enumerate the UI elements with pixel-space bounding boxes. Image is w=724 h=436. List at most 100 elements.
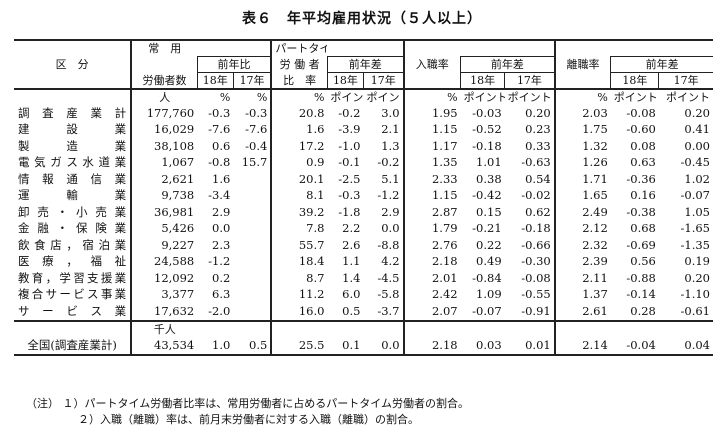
cell-hire-18: -0.42 (472, 188, 502, 203)
cell-ratio-18: 2.9 (212, 204, 231, 219)
cell-hire-17: 0.54 (525, 171, 551, 186)
national-sep: 2.14 (553, 336, 611, 356)
cell-workers: 12,092 (130, 270, 198, 287)
cell-name: 運輸業 (18, 188, 127, 203)
unit-pct: % (270, 89, 328, 105)
cell-sep-17: 0.41 (684, 122, 710, 137)
cell-sep: 2.32 (553, 237, 611, 254)
cell-parttime-17: 4.2 (381, 254, 400, 269)
cell-hire-18: 1.01 (476, 155, 502, 170)
cell-ratio-17: -0.3 (245, 105, 268, 120)
cell-sep-17: -0.61 (680, 303, 711, 318)
cell-parttime-17: -8.8 (377, 237, 400, 252)
cell-ratio-18: 0.6 (212, 138, 231, 153)
cell-ratio-18: -0.8 (208, 155, 231, 170)
cell-name: 医療，福祉 (18, 254, 127, 269)
cell-parttime-18: 2.6 (342, 237, 361, 252)
table-row: 建設業 16,029 -7.6 -7.6 1.6 -3.9 2.1 1.15 -0.52 0.23… (14, 121, 713, 138)
unit-point: ポイント (366, 91, 403, 104)
cell-hire-18: -0.07 (472, 303, 502, 318)
header-yoy-diff-hire: 前年差 (460, 56, 555, 73)
cell-sep: 1.65 (553, 187, 611, 204)
cell-hire-18: -0.84 (472, 270, 502, 285)
cell-hire-18: -0.18 (472, 138, 502, 153)
cell-workers: 38,108 (130, 138, 198, 155)
cell-workers: 9,227 (130, 237, 198, 254)
cell-workers: 177,760 (130, 105, 198, 122)
cell-hire-18: 0.15 (476, 204, 502, 219)
cell-name: 複合サービス事業 (18, 287, 127, 302)
cell-name: 教育，学習支援業 (18, 270, 127, 285)
national-hire-18: 0.03 (460, 336, 505, 356)
note-1: １）パートタイム労働者比率は、常用労働者に占めるパートタイム労働者の割合。 (62, 397, 470, 410)
cell-parttime-17: -4.5 (377, 270, 400, 285)
header-y17: 17年 (658, 72, 713, 90)
cell-hire-18: 1.09 (476, 287, 502, 302)
cell-parttime-18: 2.2 (342, 221, 361, 236)
cell-parttime-17: -5.8 (377, 287, 400, 302)
cell-hire-17: -0.08 (521, 270, 551, 285)
notes: （注） １）パートタイム労働者比率は、常用労働者に占めるパートタイム労働者の割合… (26, 396, 469, 428)
cell-parttime: 7.8 (270, 220, 328, 237)
cell-parttime: 0.9 (270, 154, 328, 171)
cell-ratio-17 (233, 287, 271, 304)
national-workers: 43,534 (130, 336, 198, 356)
unit-point: ポイント (613, 91, 658, 104)
cell-sep: 1.75 (553, 121, 611, 138)
cell-parttime-18: -1.8 (338, 204, 361, 219)
unit-point: ポイント (507, 91, 552, 104)
cell-workers: 16,029 (130, 121, 198, 138)
cell-sep-17: -1.65 (680, 221, 711, 236)
cell-ratio-18: 6.3 (212, 287, 231, 302)
cell-ratio-18: -3.4 (208, 188, 231, 203)
national-parttime-17: 0.0 (363, 336, 404, 356)
cell-sep: 1.32 (553, 138, 611, 155)
header-y17: 17年 (504, 72, 555, 90)
cell-name: 飲食店，宿泊業 (18, 237, 127, 252)
cell-parttime-18: 6.0 (342, 287, 361, 302)
cell-sep-17: 0.20 (684, 270, 710, 285)
cell-name: 金融・保険業 (18, 221, 127, 236)
header-industry: 区 分 (14, 39, 132, 90)
cell-sep: 2.11 (553, 270, 611, 287)
national-ratio-18: 1.0 (197, 336, 234, 356)
cell-sep-18: 0.63 (630, 155, 656, 170)
cell-ratio-17 (233, 188, 271, 205)
cell-parttime: 18.4 (270, 253, 328, 270)
cell-parttime-18: -2.5 (338, 171, 361, 186)
cell-sep: 2.03 (553, 105, 611, 122)
cell-ratio-17 (233, 171, 271, 188)
cell-ratio-18: 1.6 (212, 171, 231, 186)
cell-sep-18: 0.28 (630, 303, 656, 318)
cell-parttime-18: -1.0 (338, 138, 361, 153)
cell-hire: 2.33 (402, 171, 461, 188)
cell-sep: 1.26 (553, 154, 611, 171)
table-title: 表６ 年平均雇用状況（５人以上） (242, 11, 482, 27)
cell-hire: 2.01 (402, 270, 461, 287)
unit-point: ポイント (330, 91, 364, 104)
cell-sep: 2.49 (553, 204, 611, 221)
cell-ratio-17 (233, 204, 271, 221)
cell-sep: 2.39 (553, 253, 611, 270)
cell-hire: 1.15 (402, 187, 461, 204)
cell-hire-18: -0.03 (472, 105, 502, 120)
cell-parttime: 1.6 (270, 121, 328, 138)
header-y17: 17年 (232, 72, 272, 90)
cell-parttime: 20.1 (270, 171, 328, 188)
cell-hire-17: -0.91 (521, 303, 551, 318)
cell-hire-17: -0.18 (521, 221, 551, 236)
cell-parttime-17: 2.1 (381, 122, 400, 137)
cell-sep-17: -1.35 (680, 237, 711, 252)
cell-workers: 9,738 (130, 187, 198, 204)
cell-hire: 2.18 (402, 253, 461, 270)
cell-name: 建設業 (18, 122, 127, 137)
table-row: 飲食店，宿泊業 9,227 2.3 55.7 2.6 -8.8 2.76 0.22 -0.66 2… (14, 237, 713, 254)
cell-workers: 2,621 (130, 171, 198, 188)
national-name: 全国(調査産業計) (14, 336, 132, 356)
header-yoy-diff-pt: 前年差 (326, 56, 404, 73)
cell-parttime-18: -0.2 (338, 105, 361, 120)
header-separation-rate: 離職率 (553, 56, 611, 73)
cell-sep-17: -0.07 (680, 188, 711, 203)
cell-sep-17: 1.02 (684, 171, 710, 186)
cell-hire-18: 0.22 (476, 237, 502, 252)
